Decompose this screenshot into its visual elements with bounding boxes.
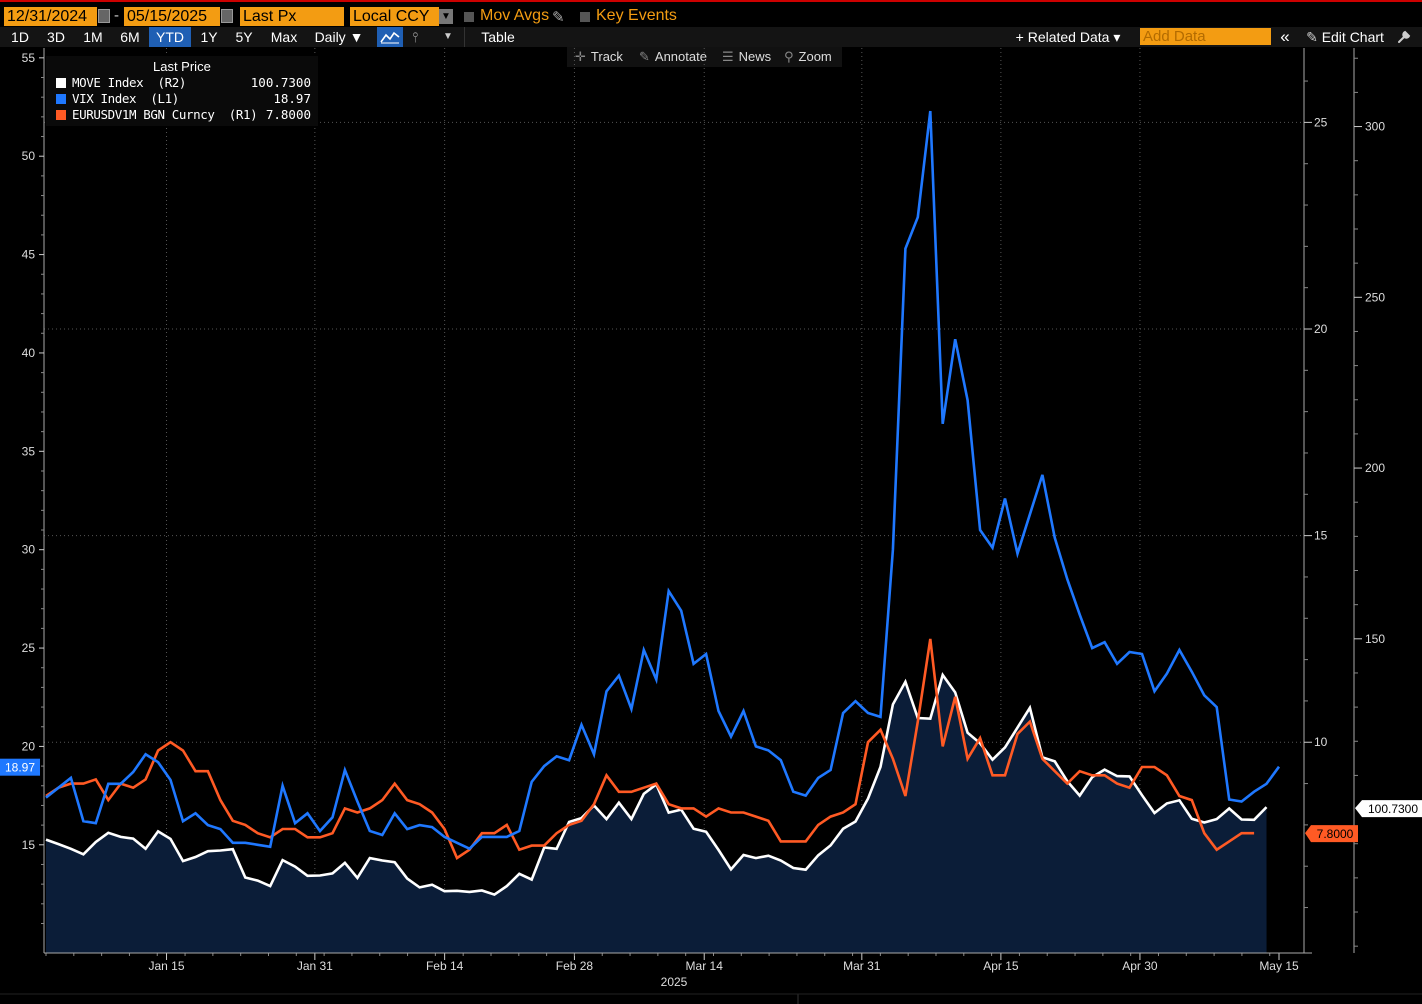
legend-swatch bbox=[56, 110, 66, 120]
chevron-down-icon[interactable]: ▼ bbox=[439, 9, 453, 24]
legend-swatch bbox=[56, 94, 66, 104]
calendar-icon[interactable] bbox=[221, 9, 233, 23]
range-button-ytd[interactable]: YTD bbox=[149, 27, 191, 47]
related-data-button[interactable]: + Related Data ▾ bbox=[1015, 29, 1121, 45]
left-tick-label: 35 bbox=[22, 444, 36, 458]
x-tick-label: Feb 28 bbox=[556, 959, 594, 973]
legend-swatch bbox=[56, 78, 66, 88]
left-tick-label: 50 bbox=[22, 149, 36, 163]
price-field-select[interactable]: Last Px bbox=[240, 7, 344, 26]
right1-tick-label: 20 bbox=[1314, 322, 1328, 336]
mov-avgs-label[interactable]: Mov Avgs bbox=[480, 7, 550, 24]
vix-index-line bbox=[45, 110, 1281, 851]
range-button-5y[interactable]: 5Y bbox=[235, 29, 253, 45]
x-tick-label: Jan 31 bbox=[297, 959, 333, 973]
left-tick-label: 55 bbox=[22, 51, 36, 65]
x-tick-label: Jan 15 bbox=[149, 959, 185, 973]
range-button-6m[interactable]: 6M bbox=[120, 29, 140, 45]
start-date-field[interactable]: 12/31/2024 bbox=[4, 7, 97, 26]
legend-item-name: EURUSDV1M BGN Curncy (R1) bbox=[72, 107, 258, 122]
legend-title: Last Price bbox=[153, 59, 211, 74]
line-chart-icon[interactable] bbox=[377, 27, 403, 47]
collapse-icon[interactable]: « bbox=[1280, 27, 1290, 46]
x-tick-label: Mar 31 bbox=[843, 959, 881, 973]
legend-item-value: 7.8000 bbox=[265, 107, 311, 122]
legend-item-vix[interactable]: VIX Index (L1) 18.97 bbox=[56, 91, 316, 107]
x-year-label: 2025 bbox=[661, 975, 688, 989]
right2-tick-label: 200 bbox=[1365, 461, 1385, 475]
chart-tools-bar: ✛ Track ✎ Annotate ☰ News ⚲ Zoom bbox=[567, 47, 842, 67]
move-last-tag bbox=[1355, 800, 1422, 818]
right1-tick-label: 15 bbox=[1314, 529, 1328, 543]
left-tick-label: 45 bbox=[22, 248, 36, 262]
period-select[interactable]: Daily ▼ bbox=[314, 29, 364, 45]
vix-last-tag-label: 18.97 bbox=[5, 761, 35, 775]
right2-tick-label: 300 bbox=[1365, 120, 1385, 134]
date-separator: - bbox=[114, 7, 119, 24]
right2-tick-label: 250 bbox=[1365, 290, 1385, 304]
settings-icon[interactable] bbox=[1392, 27, 1416, 47]
vix-last-tag bbox=[0, 758, 40, 776]
pencil-icon: ✎ bbox=[1306, 29, 1318, 45]
right1-tick-label: 10 bbox=[1314, 735, 1328, 749]
range-button-max[interactable]: Max bbox=[270, 29, 298, 45]
top-red-line bbox=[0, 0, 1422, 2]
edit-chart-button[interactable]: ✎ Edit Chart bbox=[1300, 27, 1390, 47]
key-events-label[interactable]: Key Events bbox=[596, 7, 677, 24]
left-tick-label: 25 bbox=[22, 641, 36, 655]
range-button-1d[interactable]: 1D bbox=[11, 29, 29, 45]
x-tick-label: Apr 15 bbox=[983, 959, 1019, 973]
calendar-icon[interactable] bbox=[98, 9, 110, 23]
news-tool[interactable]: ☰ News bbox=[722, 49, 772, 64]
eurusdv1m-line bbox=[45, 638, 1255, 860]
legend: Last Price MOVE Index (R2) 100.7300 VIX … bbox=[46, 56, 318, 126]
legend-item-value: 18.97 bbox=[273, 91, 311, 106]
legend-item-value: 100.7300 bbox=[250, 75, 311, 90]
eur-last-tag-label: 7.8000 bbox=[1317, 827, 1354, 841]
left-tick-label: 40 bbox=[22, 346, 36, 360]
candlestick-icon[interactable]: ⫯ bbox=[411, 29, 419, 45]
chevron-down-icon[interactable]: ▼ bbox=[443, 31, 453, 42]
add-data-input[interactable]: Add Data bbox=[1140, 28, 1271, 45]
legend-item-name: MOVE Index (R2) bbox=[72, 75, 187, 90]
end-date-field[interactable]: 05/15/2025 bbox=[124, 7, 220, 26]
right2-tick-label: 150 bbox=[1365, 632, 1385, 646]
search-icon: ⚲ bbox=[784, 49, 794, 64]
right1-tick-label: 25 bbox=[1314, 115, 1328, 129]
track-tool[interactable]: ✛ Track bbox=[575, 49, 623, 64]
pencil-icon[interactable]: ✎ bbox=[552, 9, 565, 26]
crosshair-icon: ✛ bbox=[575, 49, 586, 64]
x-tick-label: Apr 30 bbox=[1122, 959, 1158, 973]
x-tick-label: Mar 14 bbox=[686, 959, 724, 973]
range-button-3d[interactable]: 3D bbox=[47, 29, 65, 45]
key-events-checkbox[interactable] bbox=[580, 12, 590, 22]
range-button-1m[interactable]: 1M bbox=[83, 29, 103, 45]
annotate-tool[interactable]: ✎ Annotate bbox=[639, 49, 707, 64]
left-tick-label: 20 bbox=[22, 739, 36, 753]
toolbar-row-1: 12/31/2024 - 05/15/2025 Last Px Local CC… bbox=[0, 5, 1422, 27]
legend-item-name: VIX Index (L1) bbox=[72, 91, 179, 106]
edit-chart-label: Edit Chart bbox=[1321, 29, 1384, 45]
currency-select[interactable]: Local CCY bbox=[350, 7, 439, 26]
range-button-1y[interactable]: 1Y bbox=[200, 29, 218, 45]
x-tick-label: May 15 bbox=[1259, 959, 1299, 973]
left-tick-label: 15 bbox=[22, 838, 36, 852]
legend-item-move[interactable]: MOVE Index (R2) 100.7300 bbox=[56, 75, 316, 91]
news-icon: ☰ bbox=[722, 49, 734, 64]
zoom-tool[interactable]: ⚲ Zoom bbox=[784, 49, 832, 64]
move-last-tag-label: 100.7300 bbox=[1368, 802, 1418, 816]
toolbar-row-2: 1D 3D 1M 6M YTD 1Y 5Y Max Daily ▼ ⫯ ▼ Ta… bbox=[0, 27, 1422, 47]
x-tick-label: Feb 14 bbox=[426, 959, 464, 973]
mov-avgs-checkbox[interactable] bbox=[464, 12, 474, 22]
eur-last-tag bbox=[1305, 825, 1358, 843]
pencil-icon: ✎ bbox=[639, 49, 650, 64]
table-button[interactable]: Table bbox=[464, 27, 531, 47]
left-tick-label: 30 bbox=[22, 543, 36, 557]
move-area-fill bbox=[46, 675, 1267, 953]
legend-item-eurusdv1m[interactable]: EURUSDV1M BGN Curncy (R1) 7.8000 bbox=[56, 107, 316, 123]
